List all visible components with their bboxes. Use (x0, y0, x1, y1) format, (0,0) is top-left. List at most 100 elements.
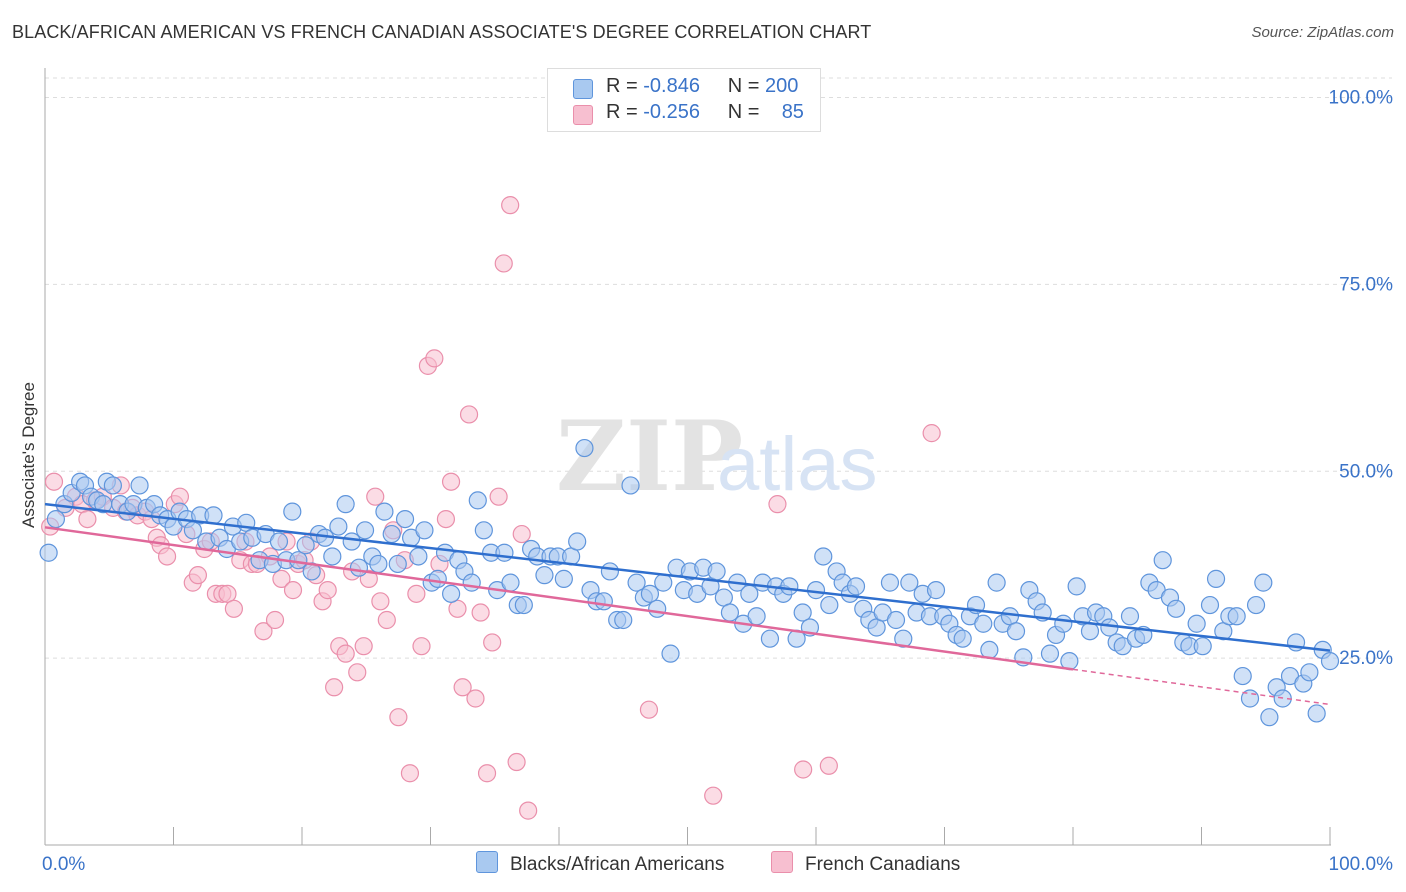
black-african-american-point (886, 610, 906, 630)
black-african-american-point (329, 517, 348, 536)
black-african-american-point (894, 629, 913, 648)
axes (44, 68, 1331, 846)
black-african-american-point (382, 524, 401, 544)
black-african-american-point (780, 577, 799, 596)
french-canadian-point (400, 764, 420, 783)
french-canadian-point (922, 424, 941, 443)
black-african-american-point (1193, 637, 1212, 656)
black-african-american-point (1040, 644, 1060, 663)
black-african-american-point (1006, 622, 1026, 641)
black-african-american-point (39, 543, 58, 562)
french-canadian-point (477, 764, 497, 783)
french-canadian-point (639, 700, 659, 719)
black-african-american-point (462, 573, 481, 592)
french-canadian-point (218, 584, 237, 603)
black-african-american-point (395, 509, 415, 529)
black-african-american-point (1233, 666, 1252, 686)
french-canadian-point (407, 584, 426, 603)
black-african-american-point (375, 502, 394, 521)
y-tick-label: 25.0% (1339, 648, 1393, 669)
french-canadian-point (336, 644, 355, 663)
chart-title: BLACK/AFRICAN AMERICAN VS FRENCH CANADIA… (12, 22, 872, 42)
watermark: ZIP atlas (556, 400, 878, 513)
french-canadian-point (704, 786, 723, 805)
french-canadian-point (501, 196, 520, 215)
french-canadian-point (318, 581, 337, 600)
black-african-american-point (501, 573, 520, 592)
black-african-american-point (806, 581, 826, 600)
black-african-american-point (654, 573, 673, 592)
black-african-american-point (1153, 551, 1172, 570)
black-african-american-point (1300, 663, 1319, 682)
french-canadian-point (466, 689, 485, 708)
french-canadian-point (494, 254, 513, 273)
trend-lines (44, 502, 1331, 706)
french-canadian-point (371, 592, 390, 611)
black-african-american-point (323, 547, 342, 566)
french-canadian-point (436, 509, 456, 529)
black-african-american-point (1320, 652, 1340, 671)
y-tick-label: 75.0% (1339, 274, 1393, 295)
black-african-american-point (814, 547, 833, 566)
black-african-american-point (594, 592, 613, 611)
black-african-american-point (204, 506, 223, 525)
black-african-american-point (987, 573, 1006, 592)
black-african-american-point (369, 554, 388, 574)
y-tick-label: 100.0% (1329, 88, 1394, 109)
black-african-american-point (1307, 704, 1326, 723)
black-african-american-point (575, 438, 594, 458)
legend-r-label: R = (606, 101, 644, 123)
black-african-american-point (793, 603, 812, 622)
black-african-american-point (388, 554, 407, 574)
french-canadian-point (272, 569, 291, 588)
french-canadian-point (471, 603, 490, 622)
french-canadian-point (768, 495, 787, 514)
bottom-legend-swatch-blue (476, 851, 498, 873)
french-canadian-point (188, 566, 208, 585)
french-canadian-point (366, 487, 385, 506)
french-canadian-point (441, 472, 461, 491)
black-african-american-point (1260, 708, 1279, 727)
bottom-legend-label: Blacks/African Americans (510, 854, 725, 875)
black-african-american-point (1054, 614, 1073, 633)
black-african-american-point (514, 595, 533, 615)
black-african-american-point (900, 573, 919, 592)
french-trend-line (44, 526, 1074, 671)
x-tick-label: 100.0% (1329, 854, 1394, 875)
legend-n-value: 200 (765, 75, 799, 97)
black-african-american-point (468, 491, 487, 510)
french-trend-line-extrapolated (1072, 668, 1331, 706)
french-canadian-point (283, 581, 303, 600)
black-african-american-point (342, 532, 361, 551)
stats-legend: R = -0.846 N = 200 R = -0.256 N = 85 (547, 68, 821, 132)
french-canadian-point (325, 678, 344, 697)
legend-r-value: -0.846 (643, 75, 700, 97)
black-african-american-point (926, 581, 946, 600)
bottom-legend-swatch-pink (771, 851, 793, 873)
french-canadian-point (519, 801, 538, 820)
black-african-american-point (661, 644, 680, 663)
legend-swatch-pink (573, 105, 593, 125)
french-canadian-point (389, 708, 408, 727)
black-african-american-point (103, 476, 122, 495)
black-african-american-point (1200, 595, 1220, 615)
black-african-american-point (474, 521, 493, 540)
black-african-american-point (1254, 573, 1273, 592)
black-african-american-point (640, 584, 660, 603)
black-african-american-point (269, 532, 289, 551)
black-african-american-point (760, 629, 780, 648)
black-african-american-point (880, 573, 900, 592)
black-african-american-point (428, 569, 447, 588)
black-african-american-point (568, 532, 587, 551)
french-canadian-point (348, 663, 367, 682)
black-african-american-point (621, 476, 640, 495)
black-african-american-point (46, 509, 66, 529)
blacks-trend-line (44, 502, 1331, 652)
french-canadian-point (254, 622, 273, 641)
black-african-american-point (648, 599, 667, 618)
french-canadian-point (224, 599, 243, 618)
french-canadian-point (819, 756, 838, 775)
black-african-american-point (283, 502, 302, 521)
black-african-american-point (1166, 599, 1186, 618)
